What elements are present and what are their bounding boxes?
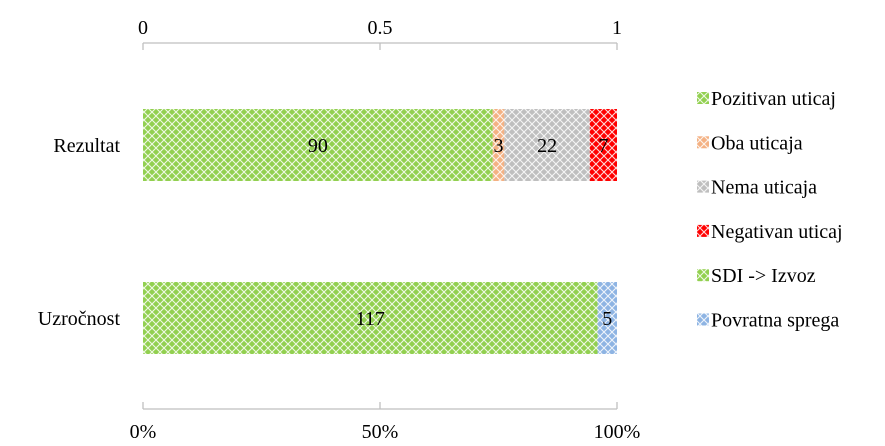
legend-label-negativan-uticaj: Negativan uticaj (711, 221, 843, 243)
legend-label-oba-uticaja: Oba uticaja (711, 132, 803, 154)
bar-rezultat-pozitivan-uticaj (143, 109, 493, 181)
bar-rezultat-oba-uticaja (492, 109, 505, 181)
bar-rezultat-nema-uticaja (504, 109, 590, 181)
category-labels: Rezultat Uzročnost (38, 135, 121, 330)
bottom-tick-label: 50% (362, 421, 399, 443)
top-tick-label: 0.5 (368, 17, 393, 39)
bar-rezultat-negativan-uticaj (589, 109, 617, 181)
bar-uzro-nost-sdi-izvoz (143, 282, 598, 354)
data-label-rezultat-negativan-uticaj: 7 (598, 135, 608, 157)
bottom-tick-label: 0% (130, 421, 157, 443)
bottom-axis: 0% 50% 100% (130, 402, 641, 443)
legend-swatch-povratna-sprega (697, 313, 709, 326)
data-label-rezultat-pozitivan-uticaj: 90 (308, 135, 328, 157)
legend-swatch-sdi-izvoz (697, 269, 709, 282)
legend: Pozitivan uticaj Oba uticaja Nema uticaja N… (697, 88, 843, 332)
data-label-uzro-nost-sdi-izvoz: 117 (356, 308, 385, 330)
legend-label-nema-uticaja: Nema uticaja (711, 177, 817, 199)
category-label-uzro-nost: Uzročnost (38, 308, 121, 330)
top-tick-label: 0 (138, 17, 148, 39)
legend-label-pozitivan-uticaj: Pozitivan uticaj (711, 88, 836, 110)
legend-label-sdi-izvoz: SDI -> Izvoz (711, 265, 816, 287)
top-axis: 0 0.5 1 (138, 17, 622, 50)
top-tick-label: 1 (612, 17, 622, 39)
bar-uzro-nost-povratna-sprega (597, 282, 617, 354)
bars: 90 3 22 7 117 5 (143, 109, 617, 354)
legend-label-povratna-sprega: Povratna sprega (711, 310, 839, 332)
legend-swatch-nema-uticaja (697, 180, 709, 193)
legend-swatch-pozitivan-uticaj (697, 92, 709, 104)
data-label-uzro-nost-povratna-sprega: 5 (602, 308, 612, 330)
data-label-rezultat-nema-uticaja: 22 (537, 135, 557, 157)
legend-swatch-oba-uticaja (697, 136, 709, 149)
bottom-tick-label: 100% (594, 421, 641, 443)
legend-swatch-negativan-uticaj (697, 224, 709, 237)
data-label-rezultat-oba-uticaja: 3 (494, 135, 504, 157)
category-label-rezultat: Rezultat (53, 135, 120, 157)
